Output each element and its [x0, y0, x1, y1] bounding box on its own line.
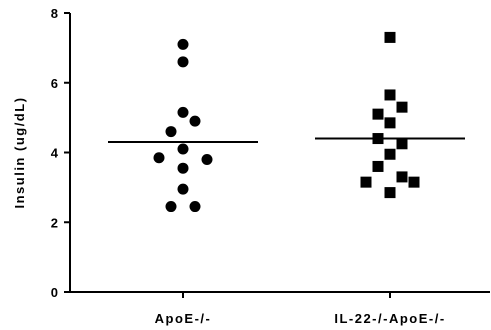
data-point-square: [384, 89, 396, 101]
axes: [69, 13, 490, 293]
y-tick-label: 6: [51, 76, 58, 91]
data-point-square: [372, 160, 384, 172]
data-point-square: [384, 117, 396, 129]
data-point-circle: [177, 38, 189, 50]
data-point-square: [384, 148, 396, 160]
x-category-label: IL-22-/-ApoE-/-: [334, 311, 445, 326]
x-category-label: ApoE-/-: [155, 311, 212, 326]
y-tick-label: 4: [51, 146, 59, 161]
data-point-circle: [189, 201, 201, 213]
data-point-square: [408, 176, 420, 188]
data-point-circle: [177, 183, 189, 195]
data-point-square: [396, 138, 408, 150]
data-point-square: [384, 187, 396, 199]
y-tick-label: 0: [51, 285, 58, 300]
mean-lines: [108, 137, 465, 144]
data-point-circle: [177, 106, 189, 118]
data-point-circle: [189, 115, 201, 127]
data-point-square: [396, 171, 408, 183]
data-point-square: [372, 133, 384, 145]
y-axis-title: Insulin (ug/dL): [12, 96, 27, 208]
data-point-square: [384, 31, 396, 43]
data-point-circle: [153, 152, 165, 164]
data-point-circle: [177, 162, 189, 174]
data-points: [153, 31, 420, 213]
category-labels: ApoE-/- IL-22-/-ApoE-/-: [155, 311, 445, 326]
y-ticks: 0 2 4 6 8: [51, 6, 391, 300]
data-point-circle: [201, 153, 213, 165]
data-point-circle: [177, 56, 189, 68]
data-point-square: [372, 108, 384, 120]
data-point-circle: [165, 201, 177, 213]
y-tick-label: 8: [51, 6, 58, 21]
y-tick-label: 2: [51, 215, 58, 230]
data-point-square: [360, 176, 372, 188]
data-point-square: [396, 101, 408, 113]
data-point-circle: [165, 126, 177, 138]
data-point-circle: [177, 143, 189, 155]
